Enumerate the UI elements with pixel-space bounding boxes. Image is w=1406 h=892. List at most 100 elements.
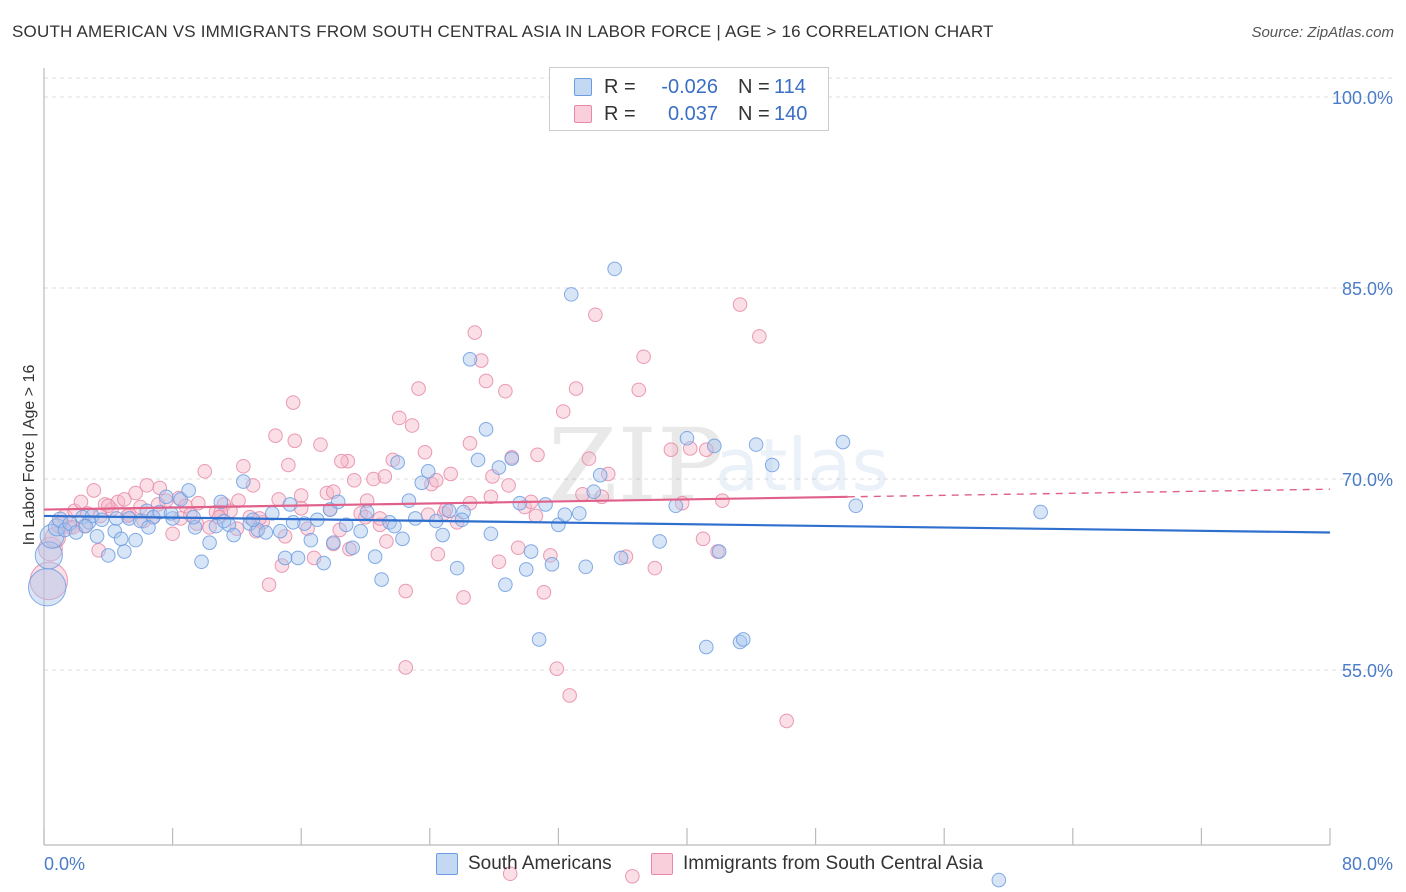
data-point-south-americans — [28, 568, 67, 607]
data-point-immigrants — [555, 404, 571, 419]
y-axis-title: In Labor Force | Age > 16 — [21, 365, 38, 546]
y-tick-label: 100.0% — [1332, 88, 1393, 108]
data-point-immigrants — [536, 585, 552, 600]
data-point-immigrants — [313, 437, 328, 452]
data-point-south-americans — [359, 504, 375, 520]
bottom-legend-label: South Americans — [468, 853, 612, 874]
data-point-south-americans — [303, 532, 319, 548]
data-point-south-americans — [338, 517, 354, 533]
legend-row-immigrants: R = 0.037 N = 140 — [574, 102, 807, 126]
legend-n-label: N = — [738, 102, 770, 125]
data-point-immigrants — [528, 508, 544, 524]
data-point-south-americans — [109, 511, 124, 526]
data-point-south-americans — [483, 526, 499, 542]
data-point-immigrants — [568, 381, 584, 396]
data-point-south-americans — [462, 352, 478, 367]
data-point-immigrants — [456, 590, 471, 605]
data-point-south-americans — [470, 452, 486, 468]
data-point-south-americans — [158, 489, 174, 505]
data-point-immigrants — [346, 472, 362, 488]
data-point-south-americans — [382, 514, 397, 530]
data-point-immigrants — [491, 554, 507, 570]
data-point-immigrants — [281, 457, 296, 473]
data-point-immigrants — [462, 436, 478, 451]
data-point-immigrants — [398, 583, 413, 599]
legend-swatch-blue — [574, 78, 592, 96]
data-point-immigrants — [287, 433, 303, 449]
data-point-south-americans — [387, 518, 402, 534]
watermark-atlas: atlas — [715, 423, 889, 507]
data-point-south-americans — [367, 549, 383, 564]
data-point-south-americans — [571, 506, 587, 521]
legend-r-value: 0.037 — [667, 102, 718, 125]
data-point-immigrants — [236, 458, 251, 474]
data-point-immigrants — [377, 469, 393, 484]
data-point-south-americans — [748, 437, 764, 452]
data-point-immigrants — [636, 349, 651, 365]
data-point-south-americans — [504, 451, 520, 466]
data-point-immigrants — [261, 577, 277, 592]
data-point-immigrants — [779, 713, 794, 729]
data-point-immigrants — [698, 442, 714, 458]
data-point-south-americans — [194, 554, 209, 570]
data-point-south-americans — [652, 534, 667, 549]
data-point-south-americans — [226, 527, 241, 543]
axis-labels: 55.0% 70.0% 85.0% 100.0% 0.0% 80.0% In Labor F… — [21, 88, 1393, 874]
trend-line-immigrants — [43, 495, 848, 511]
data-point-south-americans — [316, 555, 332, 571]
data-point-immigrants — [625, 868, 640, 884]
data-point-immigrants — [581, 451, 597, 466]
data-point-south-americans — [544, 557, 560, 572]
data-point-immigrants — [86, 483, 102, 498]
data-point-south-americans — [592, 467, 608, 483]
data-point-immigrants — [732, 297, 748, 312]
legend-n-value: 114 — [774, 75, 806, 98]
data-point-immigrants — [417, 444, 433, 460]
data-point-south-americans — [531, 632, 547, 647]
data-point-immigrants — [530, 447, 545, 463]
data-point-south-americans — [420, 464, 436, 479]
data-point-south-americans — [117, 544, 132, 559]
data-point-immigrants — [498, 383, 513, 399]
data-point-immigrants — [274, 558, 290, 573]
legend-r-label: R = — [604, 102, 636, 125]
data-point-immigrants — [366, 471, 381, 487]
data-point-south-americans — [578, 559, 594, 575]
data-point-immigrants — [379, 534, 394, 549]
axes — [43, 68, 1331, 846]
data-point-south-americans — [679, 430, 695, 446]
data-point-immigrants — [502, 866, 518, 882]
bottom-legend-swatch-pink — [651, 853, 673, 875]
data-point-south-americans — [78, 518, 94, 534]
data-point-immigrants — [372, 511, 388, 526]
data-point-immigrants — [543, 548, 558, 563]
bottom-legend-swatch-blue — [436, 853, 458, 875]
data-point-south-americans — [523, 544, 539, 559]
data-point-south-americans — [668, 498, 684, 514]
data-point-immigrants — [752, 329, 767, 344]
data-point-south-americans — [273, 523, 288, 539]
data-point-south-americans — [478, 422, 494, 437]
data-point-immigrants — [549, 661, 565, 677]
data-point-south-americans — [181, 483, 196, 498]
data-point-south-americans — [34, 541, 63, 570]
data-point-south-americans — [408, 511, 423, 526]
data-point-immigrants — [510, 540, 526, 556]
correlation-legend: R = -0.026 N = 114 R = 0.037 N = 140 — [549, 67, 829, 131]
data-point-south-americans — [395, 531, 410, 547]
data-point-south-americans — [1033, 504, 1048, 520]
data-point-south-americans — [441, 503, 457, 519]
data-point-immigrants — [117, 492, 132, 507]
data-point-south-americans — [401, 493, 417, 508]
data-point-south-americans — [557, 507, 573, 522]
data-point-south-americans — [390, 455, 405, 470]
legend-n-label: N = — [738, 75, 770, 98]
watermark: ZIP atlas — [548, 407, 889, 524]
data-point-south-americans — [498, 577, 513, 592]
data-point-south-americans — [208, 518, 224, 534]
data-point-south-americans — [449, 560, 465, 576]
data-point-south-americans — [707, 438, 722, 454]
data-point-immigrants — [334, 453, 349, 469]
data-point-south-americans — [698, 639, 714, 655]
data-point-immigrants — [128, 485, 143, 501]
